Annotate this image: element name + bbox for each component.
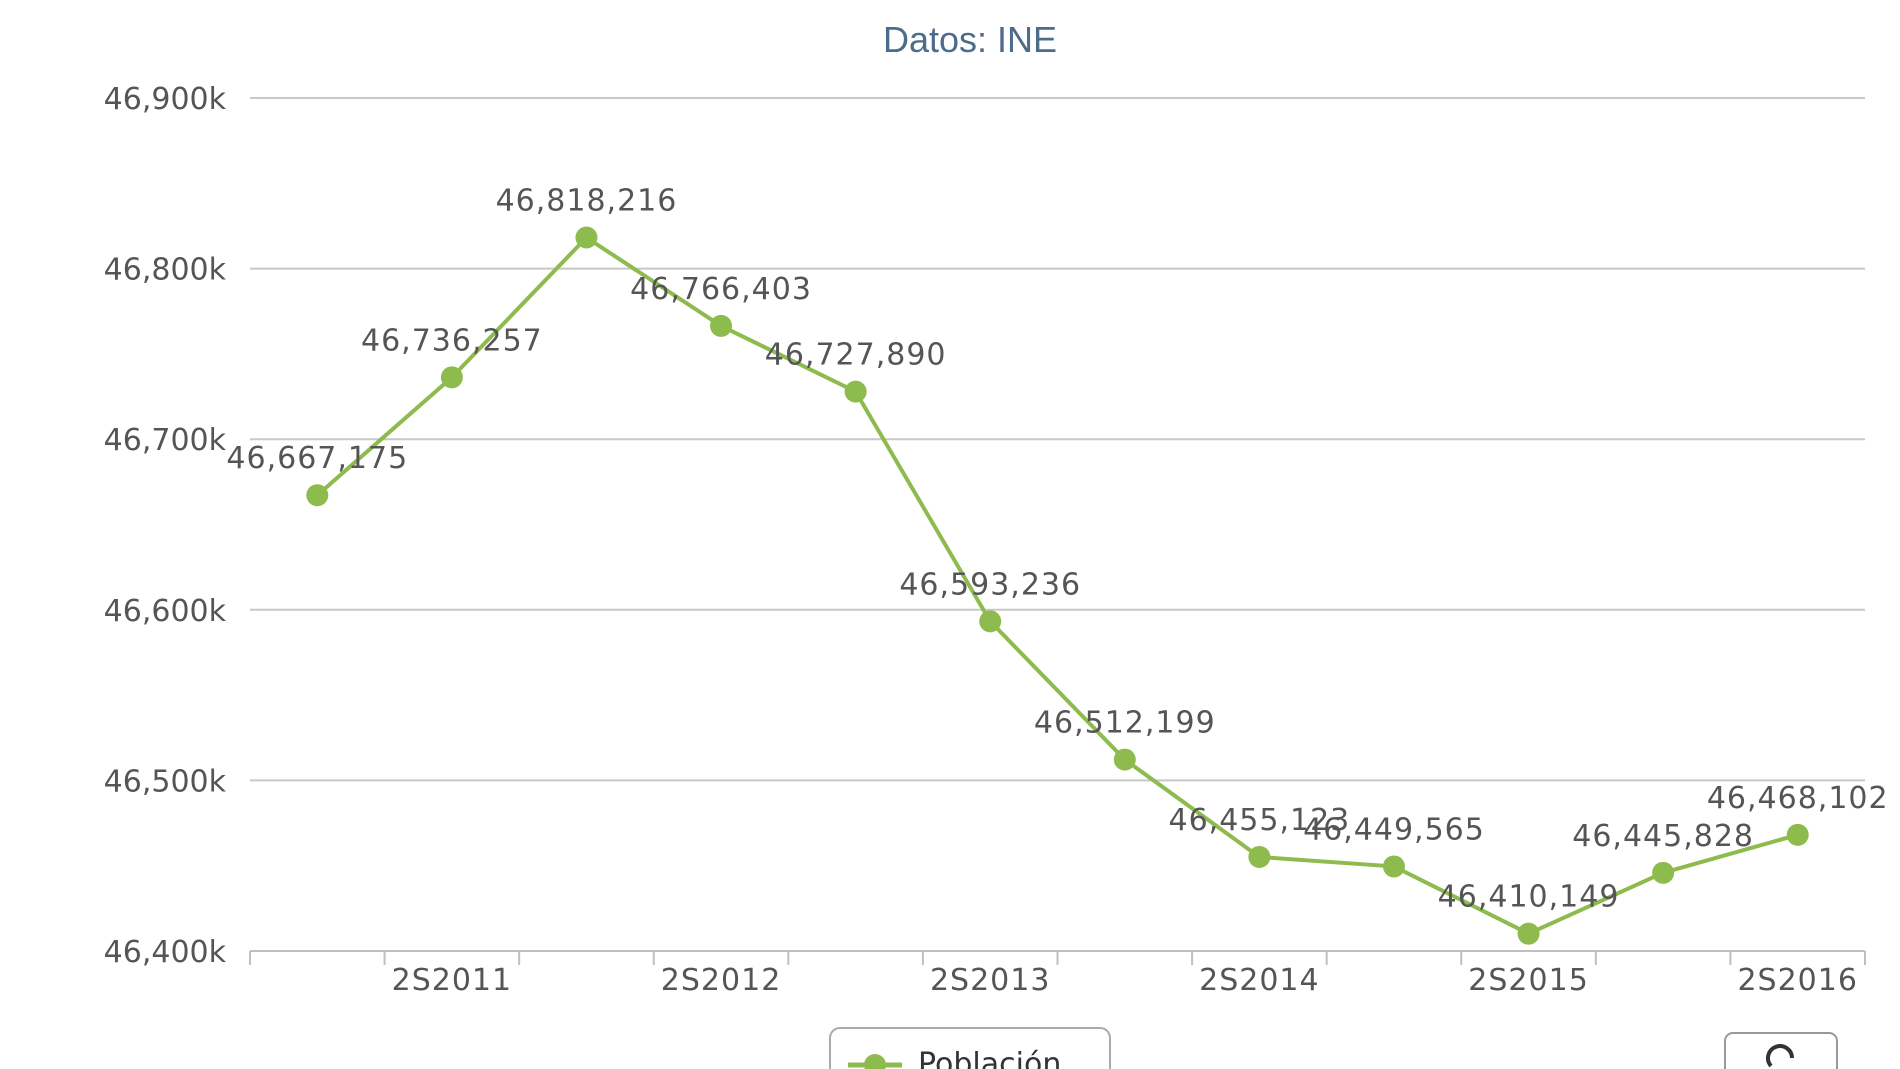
data-label: 46,766,403 [630,272,812,307]
x-tick-label: 2S2013 [930,963,1050,998]
data-point[interactable] [1517,922,1540,945]
data-label: 46,736,257 [361,323,543,358]
data-point[interactable] [844,380,867,403]
data-label: 46,449,565 [1303,812,1485,847]
data-point[interactable] [1652,861,1675,884]
data-label: 46,667,175 [226,441,408,476]
data-label: 46,445,828 [1572,819,1754,854]
data-label: 46,410,149 [1438,880,1620,915]
data-label: 46,468,102 [1707,781,1889,816]
x-tick-label: 2S2014 [1199,963,1319,998]
x-axis: 2S2011 2S2012 2S2013 2S2014 2S2015 2S2016 [249,950,1866,998]
series-line [315,235,1799,936]
legend[interactable]: Población [829,1027,1111,1069]
legend-marker-swatch [864,1054,886,1069]
y-tick-label: 46,700k [104,423,227,458]
legend-box[interactable] [829,1027,1111,1069]
x-tick-label: 2S2015 [1468,963,1588,998]
y-axis: 46,400k 46,500k 46,600k 46,700k 46,800k 46,90… [104,82,227,970]
data-label: 46,512,199 [1034,706,1216,741]
y-tick-label: 46,600k [104,594,227,629]
data-point[interactable] [306,484,329,507]
data-label: 46,593,236 [899,567,1081,602]
reset-zoom-button[interactable] [1724,1032,1838,1069]
data-label: 46,455,123 [1168,803,1350,838]
data-point[interactable] [1382,855,1405,878]
data-point[interactable] [1248,845,1271,868]
y-tick-label: 46,900k [104,82,227,117]
chart-subtitle: Datos: INE [883,19,1057,60]
data-label: 46,818,216 [496,184,678,219]
y-tick-label: 46,500k [104,764,227,799]
data-point[interactable] [1786,823,1809,846]
data-point[interactable] [440,366,463,389]
data-label: 46,727,890 [765,338,947,373]
legend-label-poblacion[interactable]: Población [918,1047,1061,1069]
data-point[interactable] [979,610,1002,633]
data-point[interactable] [575,226,598,249]
x-tick-label: 2S2012 [661,963,781,998]
x-tick-label: 2S2011 [392,963,512,998]
data-point[interactable] [710,314,733,337]
series-poblacion[interactable] [306,226,1809,945]
data-point[interactable] [1113,748,1136,771]
gridlines [250,97,1865,782]
data-labels: 46,667,175 46,736,257 46,818,216 46,766,403… [226,184,1889,915]
reset-icon [1766,1044,1794,1068]
reset-button-box[interactable] [1724,1032,1838,1069]
y-tick-label: 46,800k [104,253,227,288]
x-tick-label: 2S2016 [1737,963,1857,998]
y-tick-label: 46,400k [104,935,227,970]
